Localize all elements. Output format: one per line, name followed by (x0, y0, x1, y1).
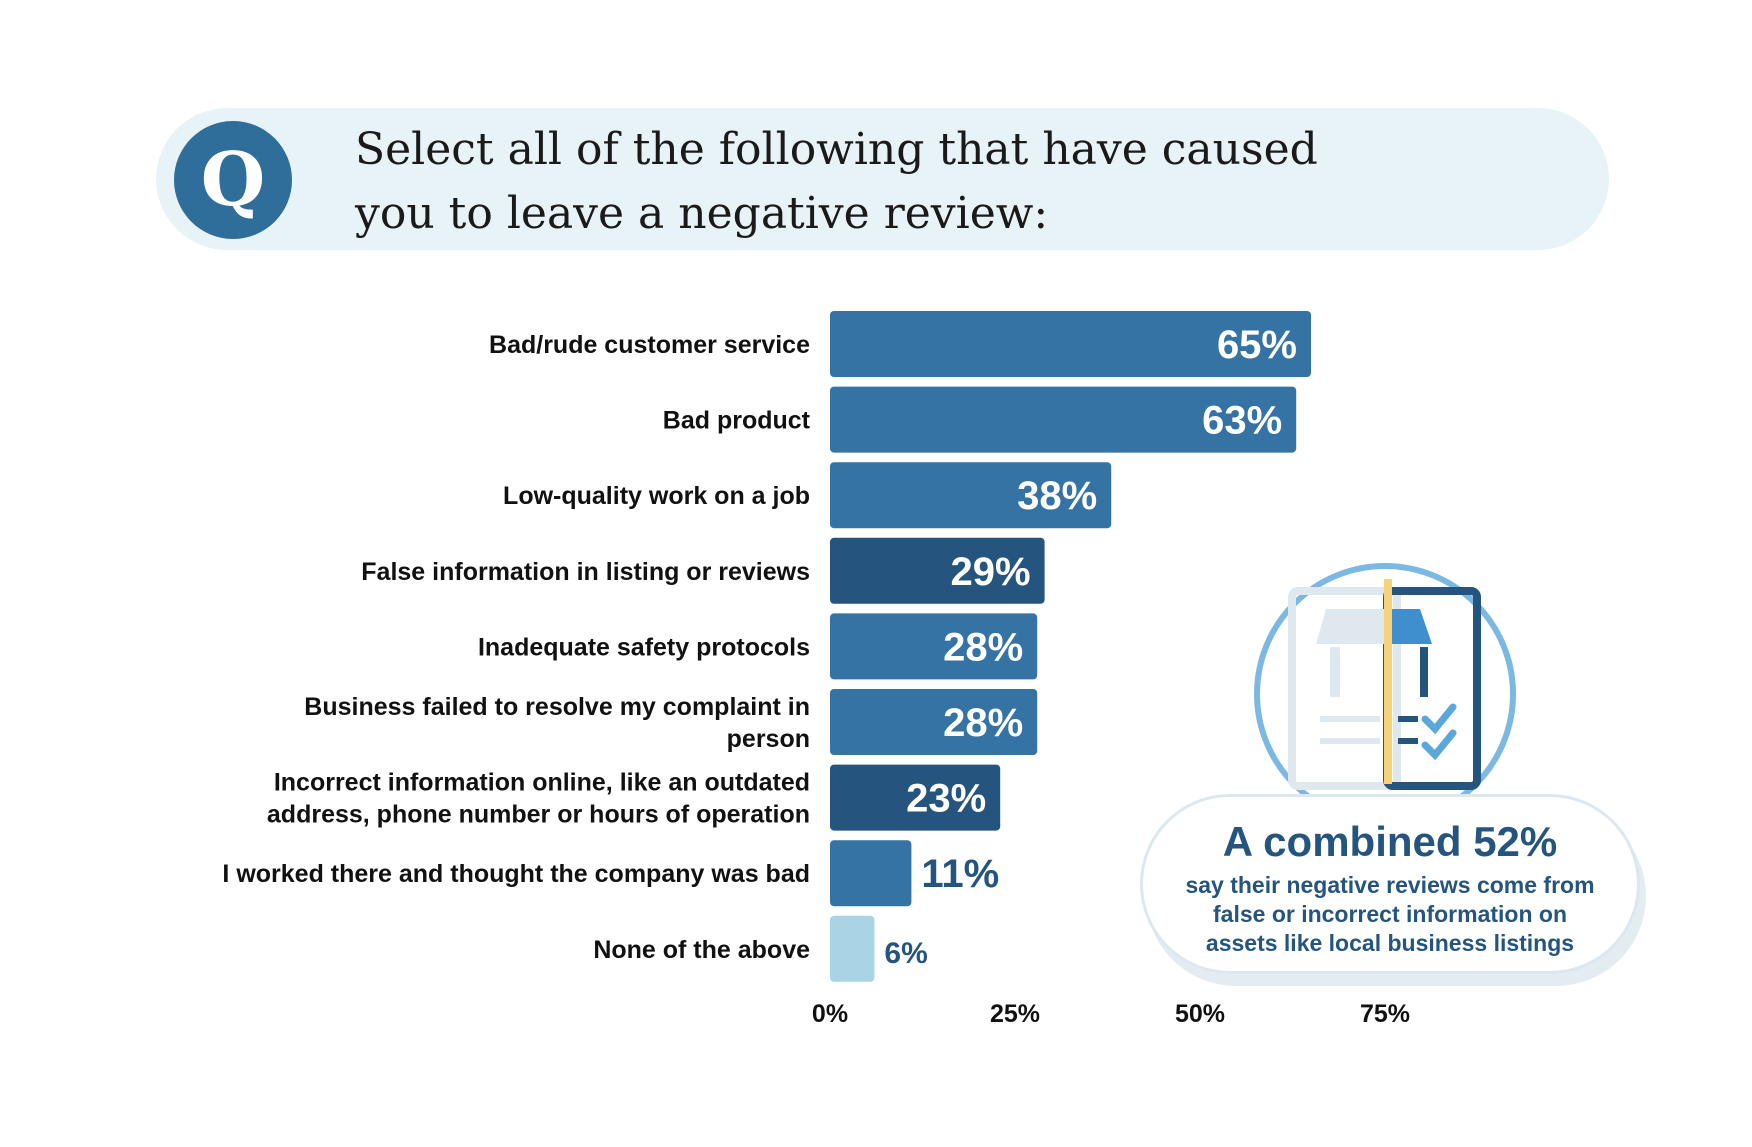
category-label: Low-quality work on a job (503, 482, 810, 510)
bar (830, 915, 875, 982)
category-label: Business failed to resolve my complaint … (304, 693, 810, 721)
callout-ring (1254, 563, 1516, 825)
x-tick-label: 75% (1360, 1000, 1410, 1028)
question-banner (156, 108, 1609, 250)
bar (830, 689, 1038, 755)
bar (830, 462, 1112, 529)
question-text: Select all of the following that have ca… (355, 124, 1318, 239)
category-label: False information in listing or reviews (361, 558, 810, 586)
category-label: Incorrect information online, like an ou… (274, 769, 810, 797)
bar (830, 613, 1038, 680)
callout-headline: A combined 52% (1222, 818, 1558, 865)
bar (830, 311, 1311, 377)
category-label: Bad/rude customer service (489, 331, 810, 359)
x-tick-label: 0% (812, 1000, 848, 1028)
bar (830, 840, 912, 907)
x-tick-label: 50% (1175, 1000, 1225, 1028)
bar (830, 386, 1297, 453)
category-label: Bad product (663, 407, 811, 435)
category-label: person (727, 725, 810, 753)
category-label: I worked there and thought the company w… (222, 860, 810, 888)
bar (830, 764, 1001, 831)
bar-value-label: 28% (943, 625, 1023, 669)
category-label: Inadequate safety protocols (478, 633, 810, 661)
bar-value-label: 65% (1217, 323, 1297, 367)
storefront-checklist-icon (1288, 579, 1481, 790)
callout-box: A combined 52% say their negative review… (1140, 794, 1640, 974)
callout-body: say their negative reviews come from fal… (1185, 872, 1595, 956)
question-badge-icon: Q (174, 121, 292, 239)
bar-value-label: 29% (951, 550, 1031, 594)
bar-value-label: 63% (1202, 399, 1282, 443)
bar-value-label: 11% (921, 852, 999, 896)
x-tick-label: 25% (990, 1000, 1040, 1028)
bar-value-label: 6% (884, 937, 927, 970)
bar (830, 537, 1045, 604)
bar-value-label: 28% (943, 701, 1023, 745)
category-label: None of the above (593, 936, 810, 964)
bar-value-label: 23% (906, 777, 986, 821)
category-label: address, phone number or hours of operat… (267, 801, 810, 829)
bar-value-label: 38% (1017, 474, 1097, 518)
